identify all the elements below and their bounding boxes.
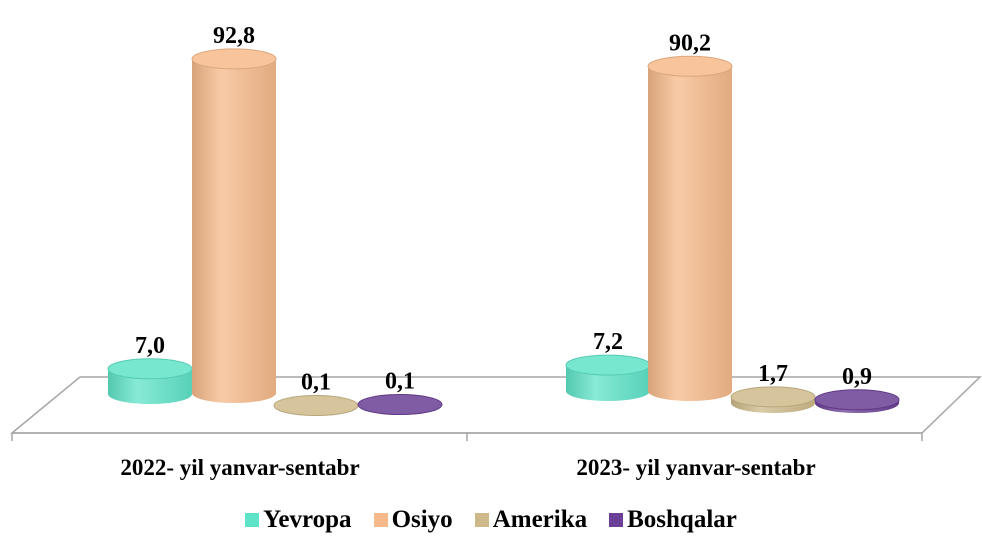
data-label: 0,1 xyxy=(301,370,331,396)
x-tick-label: 2022- yil yanvar-sentabr xyxy=(120,455,359,480)
data-label: 7,2 xyxy=(593,329,623,355)
bar-top xyxy=(273,395,359,416)
bar xyxy=(814,389,900,413)
x-tick-label: 2023- yil yanvar-sentabr xyxy=(576,455,815,480)
legend-item: Yevropa xyxy=(245,506,352,534)
bar-top xyxy=(357,394,443,415)
legend-item: Osiyo xyxy=(373,506,453,534)
legend-label: Yevropa xyxy=(263,506,352,533)
data-label: 90,2 xyxy=(669,30,711,56)
data-label: 92,8 xyxy=(213,23,255,49)
bar-top xyxy=(191,48,277,70)
bar-body xyxy=(192,58,276,404)
legend-label: Osiyo xyxy=(391,506,453,533)
bar xyxy=(191,48,277,404)
bar xyxy=(273,395,359,416)
legend-label: Boshqalar xyxy=(627,506,737,533)
data-label: 7,0 xyxy=(135,333,165,359)
legend-swatch xyxy=(245,513,260,527)
bar-top xyxy=(107,358,193,380)
legend-swatch xyxy=(474,513,489,527)
bar-top xyxy=(647,55,733,77)
data-labels-layer: 7,0 92,8 0,1 0,1 7,2 90,2 1,7 0,9 xyxy=(135,23,872,396)
bar-top xyxy=(565,354,651,376)
legend-item: Amerika xyxy=(474,506,588,534)
bar xyxy=(107,358,193,404)
bar-top xyxy=(730,386,816,408)
bar xyxy=(730,386,816,413)
legend-swatch xyxy=(373,513,388,527)
bar xyxy=(565,354,651,401)
legend-item: Boshqalar xyxy=(609,506,737,534)
bars-layer xyxy=(107,48,900,416)
data-label: 0,1 xyxy=(385,369,415,395)
data-label: 0,9 xyxy=(842,364,872,390)
data-label: 1,7 xyxy=(758,361,788,387)
bar xyxy=(647,55,733,401)
x-axis: 2022- yil yanvar-sentabr 2023- yil yanvar… xyxy=(11,432,923,480)
bar-body xyxy=(648,66,732,401)
legend-swatch xyxy=(609,513,624,527)
legend: Yevropa Osiyo Amerika Boshqalar xyxy=(0,505,982,535)
legend-label: Amerika xyxy=(492,506,588,533)
bar-top xyxy=(814,389,900,411)
bar xyxy=(357,394,443,415)
